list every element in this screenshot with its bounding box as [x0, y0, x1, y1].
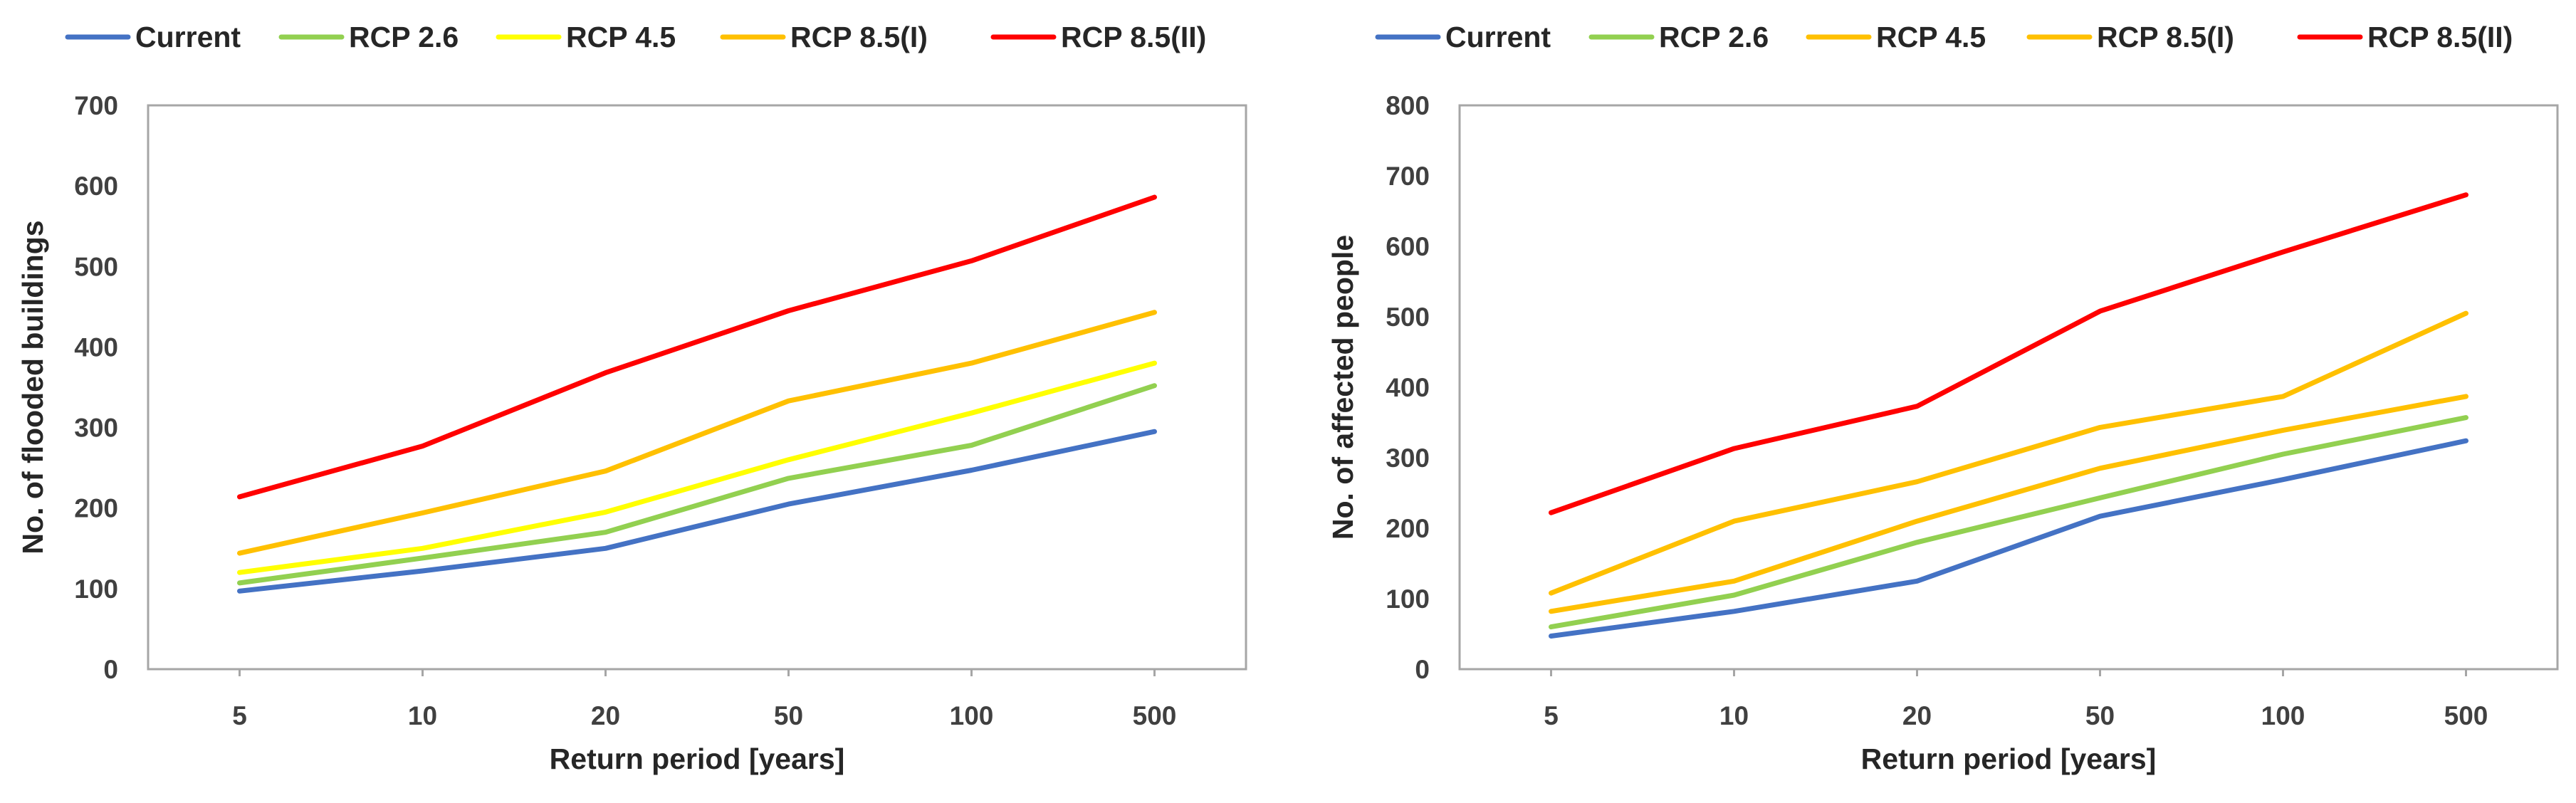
x-tick-label: 50 — [2085, 701, 2115, 730]
series-line-rcp-8-5-ii — [237, 194, 1157, 500]
x-tick-label: 5 — [1544, 701, 1559, 730]
series-line-current — [1549, 438, 2468, 639]
x-tick-label: 10 — [408, 701, 437, 730]
series-line-current — [237, 429, 1157, 594]
y-tick-label: 200 — [74, 494, 118, 523]
x-axis-title: Return period [years] — [1861, 742, 2157, 775]
x-tick-label: 500 — [2444, 701, 2488, 730]
x-tick-label: 500 — [1133, 701, 1177, 730]
series-line-rcp-2-6 — [237, 383, 1157, 586]
legend-label-current: Current — [135, 21, 241, 53]
chart-flooded-buildings: 5 10 20 50 100 500 0 100 200 300 400 500 600 700 Retur… — [16, 21, 1247, 775]
legend-label-rcp-8-5-ii: RCP 8.5(II) — [2367, 21, 2513, 53]
y-tick-label: 600 — [1386, 232, 1430, 261]
y-tick-label: 200 — [1386, 514, 1430, 543]
series-line-rcp-4-5 — [237, 360, 1157, 575]
legend-label-rcp-8-5-i: RCP 8.5(I) — [790, 21, 928, 53]
legend-label-rcp-2-6: RCP 2.6 — [1659, 21, 1769, 53]
series-line-rcp-2-6 — [1549, 415, 2468, 630]
legend-label-rcp-4-5: RCP 4.5 — [1876, 21, 1986, 53]
y-tick-label: 500 — [1386, 303, 1430, 332]
y-axis-title: No. of affected people — [1326, 235, 1359, 540]
y-tick-label: 700 — [1386, 162, 1430, 191]
series-line-rcp-8-5-i — [237, 310, 1157, 556]
x-tick-label: 10 — [1719, 701, 1749, 730]
legend-label-rcp-4-5: RCP 4.5 — [566, 21, 676, 53]
plot-area-frame — [147, 104, 1247, 671]
x-tick-label: 20 — [1902, 701, 1932, 730]
series-line-rcp-4-5 — [1549, 394, 2468, 614]
legend-label-rcp-2-6: RCP 2.6 — [349, 21, 459, 53]
y-axis-title: No. of flooded buildings — [16, 220, 49, 554]
plot-area-frame — [1458, 104, 2559, 671]
y-tick-label: 0 — [103, 655, 118, 684]
x-tick-label: 5 — [232, 701, 247, 730]
x-tick-label: 100 — [2261, 701, 2305, 730]
y-tick-label: 700 — [74, 91, 118, 120]
chart-affected-people: 5 10 20 50 100 500 0 100 200 300 400 500 600 700 800 Re… — [1326, 21, 2559, 775]
y-tick-label: 100 — [74, 574, 118, 604]
y-tick-label: 0 — [1415, 655, 1430, 684]
legend-label-rcp-8-5-ii: RCP 8.5(II) — [1061, 21, 1206, 53]
y-tick-label: 300 — [74, 414, 118, 443]
y-tick-label: 400 — [1386, 373, 1430, 402]
y-tick-label: 100 — [1386, 584, 1430, 614]
y-tick-label: 600 — [74, 172, 118, 201]
y-tick-label: 800 — [1386, 91, 1430, 120]
x-tick-label: 20 — [591, 701, 620, 730]
y-tick-label: 300 — [1386, 444, 1430, 473]
y-tick-label: 500 — [74, 252, 118, 281]
x-axis-title: Return period [years] — [550, 742, 845, 775]
x-tick-label: 100 — [950, 701, 994, 730]
y-tick-label: 400 — [74, 332, 118, 362]
x-tick-label: 50 — [774, 701, 803, 730]
series-line-rcp-8-5-i — [1549, 310, 2468, 596]
legend-label-rcp-8-5-i: RCP 8.5(I) — [2097, 21, 2234, 53]
legend-label-current: Current — [1445, 21, 1551, 53]
series-line-rcp-8-5-ii — [1549, 192, 2468, 515]
